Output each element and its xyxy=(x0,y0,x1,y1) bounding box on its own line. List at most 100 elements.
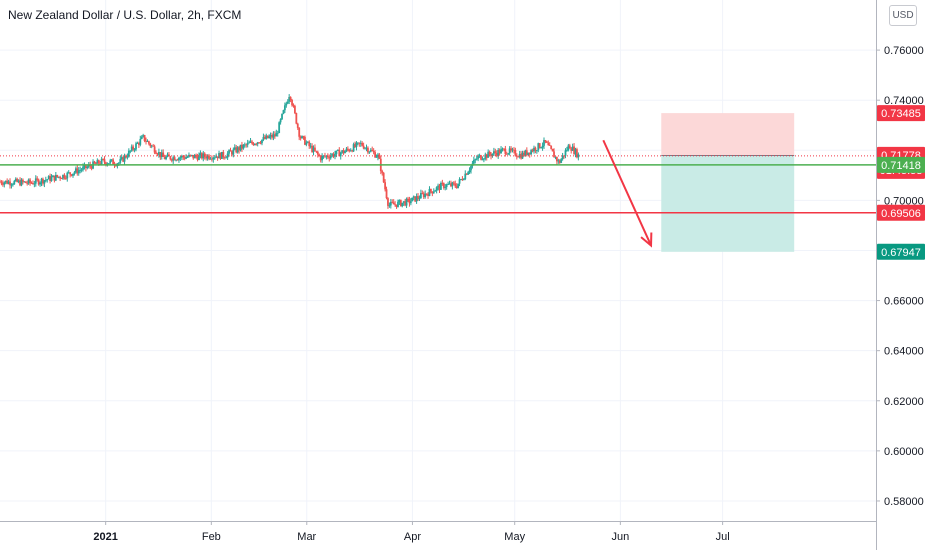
candle-body xyxy=(455,186,458,188)
candle-body xyxy=(0,181,3,184)
candle-body xyxy=(251,141,253,144)
candle-body xyxy=(226,153,229,158)
candle-body xyxy=(90,166,93,169)
candle-body xyxy=(36,178,39,180)
candle-body xyxy=(29,179,31,183)
candle-body xyxy=(179,157,182,159)
candle-body xyxy=(344,151,346,154)
candle-body xyxy=(243,144,246,146)
candle-body xyxy=(11,184,14,186)
candle-body xyxy=(256,142,259,144)
candle-body xyxy=(190,154,193,156)
candle-body xyxy=(95,163,97,164)
candle-body xyxy=(188,154,190,157)
candle-body xyxy=(263,136,266,139)
candle-body xyxy=(73,172,76,174)
candle-body xyxy=(6,180,9,184)
candle-body xyxy=(346,148,349,150)
candle-body xyxy=(228,150,230,154)
candle-body xyxy=(198,155,200,160)
candle-body xyxy=(557,160,560,162)
candle-body xyxy=(332,153,335,157)
candle-body xyxy=(441,183,444,184)
candle-body xyxy=(392,202,395,205)
candle-body xyxy=(442,183,445,188)
candle-body xyxy=(470,166,472,171)
candle-body xyxy=(149,143,152,147)
candle-body xyxy=(248,142,250,144)
y-tick-label: 0.58000 xyxy=(884,496,924,508)
x-tick-label: Jul xyxy=(716,531,730,543)
candle-body xyxy=(531,150,534,152)
candle-body xyxy=(418,198,421,200)
y-tick-label: 0.76000 xyxy=(884,45,924,57)
candle-body xyxy=(53,175,56,181)
candle-body xyxy=(216,156,219,159)
arrow-shaft[interactable] xyxy=(602,139,652,246)
price-label-tag xyxy=(877,204,925,221)
candle-body xyxy=(96,160,99,164)
candle-body xyxy=(428,189,431,196)
x-tick-label: 2021 xyxy=(93,531,117,543)
x-tick-label: May xyxy=(504,531,525,543)
candle-body xyxy=(500,149,502,154)
candle-body xyxy=(37,179,40,185)
candle-body xyxy=(265,135,268,139)
candle-body xyxy=(432,191,435,194)
candle-body xyxy=(554,157,557,158)
candle-body xyxy=(82,166,84,170)
candle-body xyxy=(434,190,437,192)
candle-body xyxy=(304,136,306,145)
candle-body xyxy=(488,151,491,155)
candle-body xyxy=(424,193,427,198)
candle-body xyxy=(30,182,33,184)
x-tick-label: Mar xyxy=(297,531,316,543)
candle-body xyxy=(457,183,460,188)
y-tick-label: 0.62000 xyxy=(884,396,924,408)
candle-body xyxy=(232,149,235,155)
candle-body xyxy=(50,177,53,181)
candle-body xyxy=(208,155,210,159)
candle-body xyxy=(368,151,371,153)
currency-button[interactable]: USD xyxy=(889,5,917,26)
candle-body xyxy=(427,194,429,196)
candle-body xyxy=(577,154,580,158)
candle-body xyxy=(238,147,240,151)
candle-body xyxy=(285,103,288,106)
candle-body xyxy=(384,182,386,190)
y-tick-label: 0.64000 xyxy=(884,346,924,358)
candle-body xyxy=(381,171,384,173)
candle-body xyxy=(465,173,468,175)
candle-body xyxy=(235,147,238,153)
candle-body xyxy=(356,142,359,144)
candle-body xyxy=(294,105,296,114)
candle-body xyxy=(318,154,321,157)
candle-body xyxy=(281,113,283,120)
x-tick-label: Jun xyxy=(611,531,629,543)
candle-body xyxy=(387,198,389,206)
candle-body xyxy=(398,200,401,202)
candle-body xyxy=(3,182,6,185)
candle-body xyxy=(414,196,417,202)
candle-body xyxy=(504,148,507,154)
candle-body xyxy=(325,155,328,157)
candle-body xyxy=(382,172,385,183)
candle-body xyxy=(10,184,13,186)
candle-body xyxy=(110,159,113,161)
candle-body xyxy=(520,153,523,159)
candle-body xyxy=(239,144,242,151)
candle-body xyxy=(255,143,258,145)
candle-body xyxy=(158,151,160,155)
candle-body xyxy=(142,135,145,137)
candle-body xyxy=(259,142,262,144)
price-label-text: 0.67947 xyxy=(881,247,921,259)
candle-body xyxy=(484,154,487,159)
candle-body xyxy=(462,179,465,180)
candle-body xyxy=(301,136,303,139)
arrow-head[interactable] xyxy=(640,232,653,248)
candle-body xyxy=(69,172,72,175)
candle-body xyxy=(417,196,419,199)
candle-body xyxy=(205,156,208,159)
candle-body xyxy=(338,149,341,157)
